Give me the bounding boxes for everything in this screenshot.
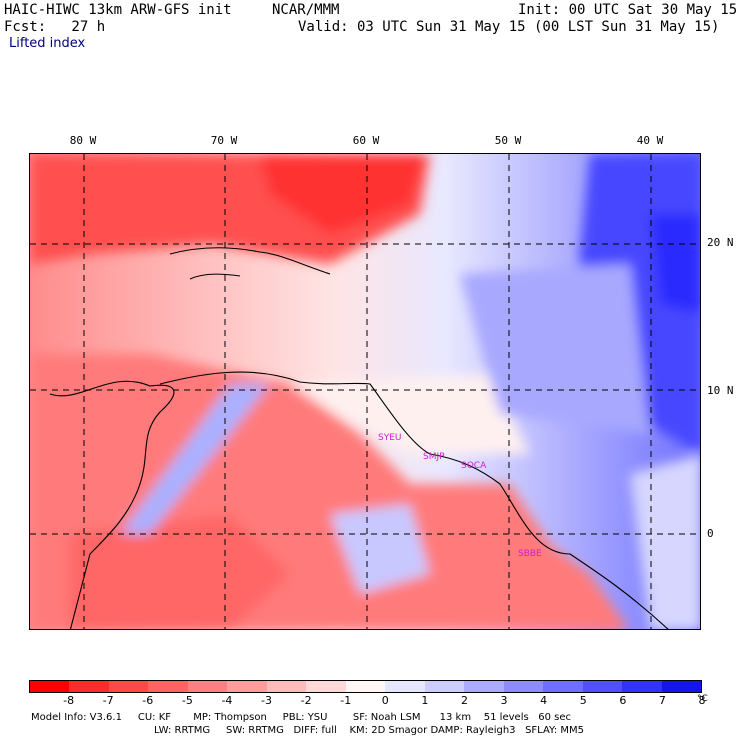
lat-label: 10 N (707, 384, 734, 397)
colorbar-tick-label: 2 (460, 694, 468, 707)
valid-time: Valid: 03 UTC Sun 31 May 15 (00 LST Sun … (298, 19, 720, 35)
colorbar-tick-label: -1 (340, 694, 352, 707)
lon-label: 40 W (636, 134, 664, 147)
colorbar-segment (69, 681, 109, 692)
station-label: SBBE (518, 549, 542, 559)
field-name: Lifted index (9, 36, 86, 51)
colorbar (29, 680, 702, 693)
colorbar-tick-label: 1 (421, 694, 429, 707)
colorbar-tick-label: -6 (142, 694, 154, 707)
colorbar-segment (661, 681, 701, 692)
colorbar-tick-label: 5 (579, 694, 587, 707)
colorbar-segment (582, 681, 623, 692)
model-info-line1: Model Info: V3.6.1 CU: KF MP: Thompson P… (31, 712, 571, 723)
colorbar-segment (227, 681, 267, 692)
colorbar-segment (266, 681, 307, 692)
model-title: HAIC-HIWC 13km ARW-GFS init (4, 2, 232, 18)
colorbar-tick-label: 6 (619, 694, 627, 707)
colorbar-tick-label: 4 (540, 694, 548, 707)
init-time: Init: 00 UTC Sat 30 May 15 (518, 2, 738, 18)
lon-label: 70 W (210, 134, 238, 147)
colorbar-tick-label: 8 (698, 694, 706, 707)
station-label: SMJP (423, 452, 445, 462)
lat-label: 0 (707, 527, 714, 540)
colorbar-tick-label: 0 (381, 694, 389, 707)
map-field (30, 154, 700, 629)
colorbar-tick-label: 7 (658, 694, 666, 707)
colorbar-segment (108, 681, 149, 692)
colorbar-segment (148, 681, 188, 692)
colorbar-segment (345, 681, 386, 692)
colorbar-tick-label: -3 (261, 694, 272, 707)
lon-label: 50 W (494, 134, 522, 147)
colorbar-tick-label: -7 (102, 694, 114, 707)
lon-label: 60 W (352, 134, 380, 147)
colorbar-segment (306, 681, 346, 692)
colorbar-segment (30, 681, 70, 692)
colorbar-segment (464, 681, 504, 692)
lon-label: 80 W (69, 134, 97, 147)
lat-label: 20 N (707, 236, 734, 249)
colorbar-tick-label: -4 (221, 694, 233, 707)
colorbar-segment (622, 681, 662, 692)
colorbar-segment (187, 681, 228, 692)
colorbar-segment (503, 681, 544, 692)
colorbar-segment (424, 681, 465, 692)
colorbar-tick-label: -2 (300, 694, 312, 707)
colorbar-tick-label: 3 (500, 694, 508, 707)
colorbar-tick-label: -5 (181, 694, 193, 707)
station-label: SOCA (461, 461, 487, 471)
model-info-line2: LW: RRTMG SW: RRTMG DIFF: full KM: 2D Sm… (154, 725, 584, 736)
colorbar-segment (385, 681, 425, 692)
colorbar-segment (543, 681, 583, 692)
forecast-hour: Fcst: 27 h (4, 19, 106, 35)
lifted-index-map: SYEU SMJP SOCA SBBE (29, 153, 701, 630)
org-label: NCAR/MMM (272, 2, 340, 18)
colorbar-unit: °C (697, 694, 708, 704)
station-label: SYEU (378, 433, 402, 443)
colorbar-tick-label: -8 (63, 694, 75, 707)
